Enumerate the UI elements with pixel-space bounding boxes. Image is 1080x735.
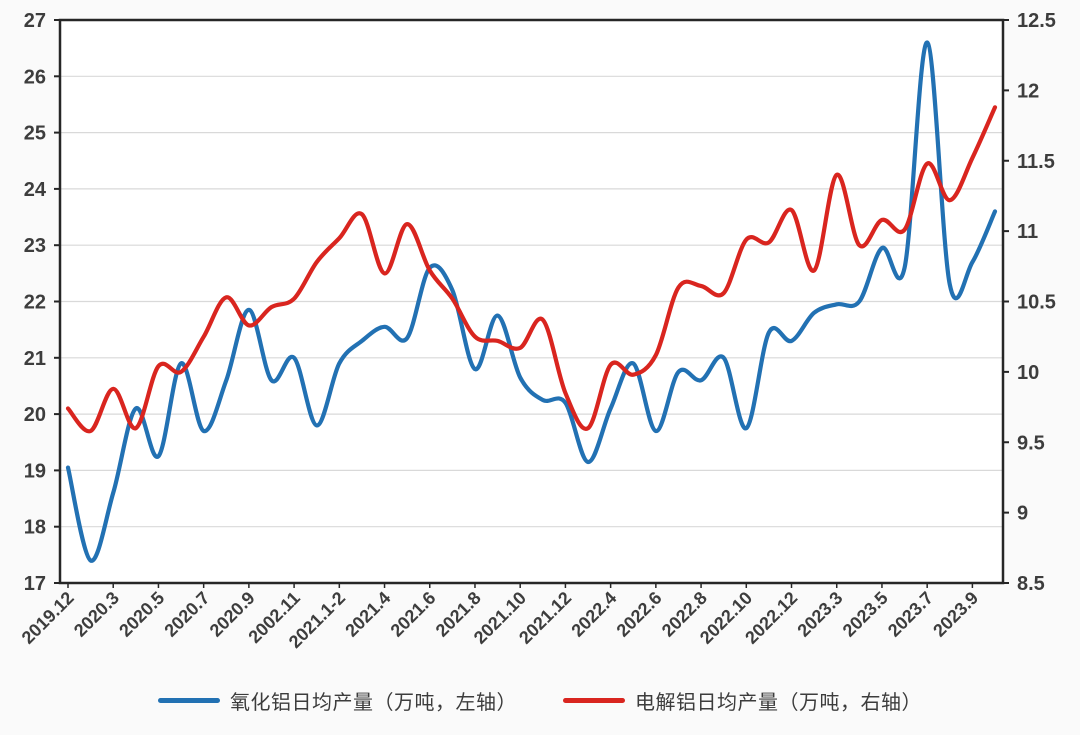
y-right-tick-label: 11.5	[1017, 151, 1055, 173]
x-tick-label: 2020.5	[115, 588, 168, 641]
y-left-tick-label: 25	[24, 123, 46, 145]
legend-item-alumina: 氧化铝日均产量（万吨，左轴）	[158, 686, 517, 715]
y-left-tick-label: 18	[24, 517, 46, 539]
legend-label-electrolytic: 电解铝日均产量（万吨，右轴）	[635, 692, 922, 714]
y-left-tick-label: 21	[24, 348, 46, 370]
series-line-electrolytic	[65, 105, 998, 434]
y-right-tick-label: 9.5	[1017, 432, 1045, 454]
y-left-tick-label: 19	[24, 460, 46, 482]
y-left-tick-label: 26	[24, 66, 46, 88]
y-right-tick-label: 8.5	[1017, 573, 1045, 595]
y-right-tick-label: 12	[1017, 80, 1039, 102]
y-left-tick-label: 23	[24, 235, 46, 257]
legend-line-red	[563, 698, 625, 703]
y-right-tick-label: 10	[1017, 362, 1039, 384]
legend-item-electrolytic: 电解铝日均产量（万吨，右轴）	[563, 686, 922, 715]
x-tick-label: 2021.4	[341, 588, 394, 641]
y-right-tick-label: 9	[1017, 503, 1028, 525]
y-left-tick-label: 20	[24, 404, 46, 426]
legend-label-alumina: 氧化铝日均产量（万吨，左轴）	[230, 692, 517, 714]
chart-legend: 氧化铝日均产量（万吨，左轴） 电解铝日均产量（万吨，右轴）	[0, 686, 1080, 715]
x-tick-label: 2023.3	[793, 588, 846, 641]
x-tick-label: 2020.3	[70, 588, 123, 641]
y-right-tick-label: 11	[1017, 221, 1038, 243]
y-right-tick-label: 12.5	[1017, 10, 1056, 32]
x-tick-label: 2022.4	[567, 588, 620, 641]
y-left-tick-label: 22	[24, 292, 46, 314]
x-tick-label: 2021.6	[387, 588, 440, 641]
y-left-tick-label: 27	[24, 10, 46, 32]
y-right-tick-label: 10.5	[1017, 292, 1056, 314]
x-tick-label: 2020.7	[160, 588, 213, 641]
legend-line-blue	[158, 698, 220, 703]
x-tick-label: 2023.9	[929, 588, 982, 641]
x-tick-label: 2019.12	[18, 588, 78, 648]
y-left-tick-label: 17	[24, 573, 46, 595]
x-tick-label: 2023.7	[884, 588, 937, 641]
plot-border	[58, 18, 1005, 585]
x-tick-label: 2022.6	[613, 588, 666, 641]
series-line-alumina	[65, 40, 998, 563]
x-tick-label: 2023.5	[839, 588, 892, 641]
y-left-tick-label: 24	[24, 179, 47, 201]
